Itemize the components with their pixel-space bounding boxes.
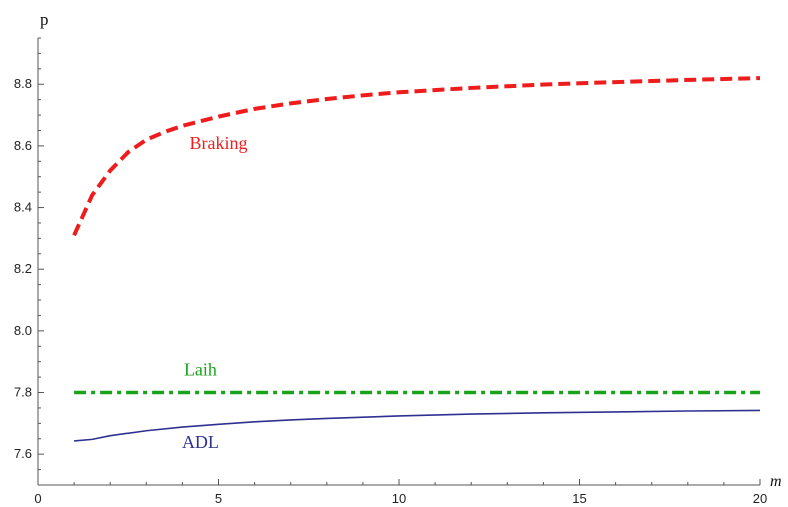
- series-label-laih: Laih: [184, 360, 217, 380]
- series-layer: Braking Laih ADL: [72, 76, 761, 452]
- x-tick-label: 15: [572, 491, 586, 506]
- series-line-adl: [74, 409, 761, 442]
- series-label-braking: Braking: [190, 133, 248, 153]
- x-tick-label: 10: [392, 491, 406, 506]
- y-axis: 7.6 7.8 8.0 8.2 8.4 8.6 8.8: [14, 37, 44, 486]
- x-axis-label: m: [770, 473, 782, 490]
- x-tick-label: 5: [215, 491, 222, 506]
- series-label-adl: ADL: [182, 432, 219, 452]
- y-tick-label: 8.8: [14, 76, 32, 91]
- y-tick-label: 8.6: [14, 138, 32, 153]
- x-axis: 0 5 10 15 20: [34, 479, 767, 506]
- y-tick-label: 7.6: [14, 446, 32, 461]
- x-tick-label: 20: [753, 491, 767, 506]
- y-tick-label: 8.2: [14, 261, 32, 276]
- y-axis-label: p: [40, 10, 49, 29]
- x-tick-label: 0: [34, 491, 41, 506]
- y-tick-label: 8.4: [14, 200, 32, 215]
- y-tick-label: 7.8: [14, 385, 32, 400]
- y-tick-label: 8.0: [14, 323, 32, 338]
- series-line-braking: [72, 76, 761, 237]
